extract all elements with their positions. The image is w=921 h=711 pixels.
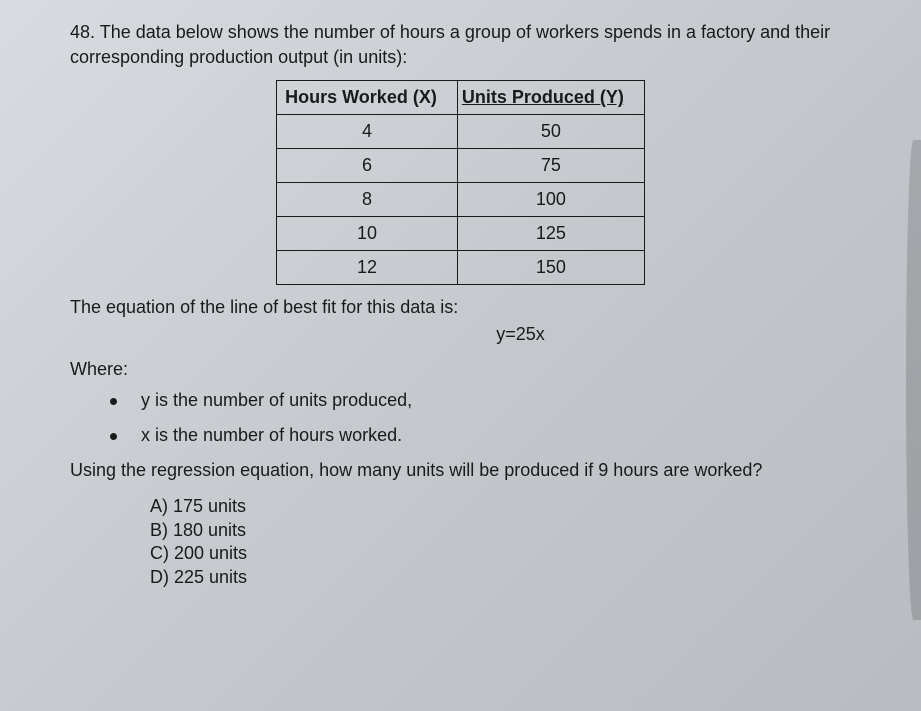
table-row: 10 125	[277, 217, 645, 251]
table-header-y: Units Produced (Y)	[457, 81, 644, 115]
bullet-item: y is the number of units produced,	[110, 390, 851, 411]
regression-equation: y=25x	[70, 324, 851, 345]
data-table-wrapper: Hours Worked (X) Units Produced (Y) 4 50…	[70, 80, 851, 285]
question-intro: 48. The data below shows the number of h…	[70, 20, 851, 70]
bullet-text: y is the number of units produced,	[141, 390, 412, 411]
where-label: Where:	[70, 359, 851, 380]
line-fit-text: The equation of the line of best fit for…	[70, 297, 851, 318]
bullet-icon	[110, 433, 117, 440]
final-question: Using the regression equation, how many …	[70, 460, 851, 481]
table-row: 4 50	[277, 115, 645, 149]
table-cell: 4	[277, 115, 458, 149]
paper-edge-shadow	[906, 140, 921, 620]
option-d: D) 225 units	[150, 566, 851, 589]
bullet-text: x is the number of hours worked.	[141, 425, 402, 446]
table-cell: 50	[457, 115, 644, 149]
option-a: A) 175 units	[150, 495, 851, 518]
answer-options: A) 175 units B) 180 units C) 200 units D…	[150, 495, 851, 589]
table-row: 6 75	[277, 149, 645, 183]
col-header-label: Units Produced (Y)	[462, 87, 624, 107]
table-cell: 75	[457, 149, 644, 183]
table-header-x: Hours Worked (X)	[277, 81, 458, 115]
option-b: B) 180 units	[150, 519, 851, 542]
bullets-list: y is the number of units produced, x is …	[110, 390, 851, 446]
bullet-icon	[110, 398, 117, 405]
table-cell: 125	[457, 217, 644, 251]
table-cell: 8	[277, 183, 458, 217]
table-cell: 10	[277, 217, 458, 251]
bullet-item: x is the number of hours worked.	[110, 425, 851, 446]
table-cell: 6	[277, 149, 458, 183]
table-row: 8 100	[277, 183, 645, 217]
data-table: Hours Worked (X) Units Produced (Y) 4 50…	[276, 80, 645, 285]
col-header-label: Hours Worked (X)	[285, 87, 437, 107]
table-cell: 12	[277, 251, 458, 285]
table-cell: 100	[457, 183, 644, 217]
question-number: 48.	[70, 22, 95, 42]
question-intro-text: The data below shows the number of hours…	[70, 22, 830, 67]
option-c: C) 200 units	[150, 542, 851, 565]
table-row: 12 150	[277, 251, 645, 285]
table-cell: 150	[457, 251, 644, 285]
table-header-row: Hours Worked (X) Units Produced (Y)	[277, 81, 645, 115]
